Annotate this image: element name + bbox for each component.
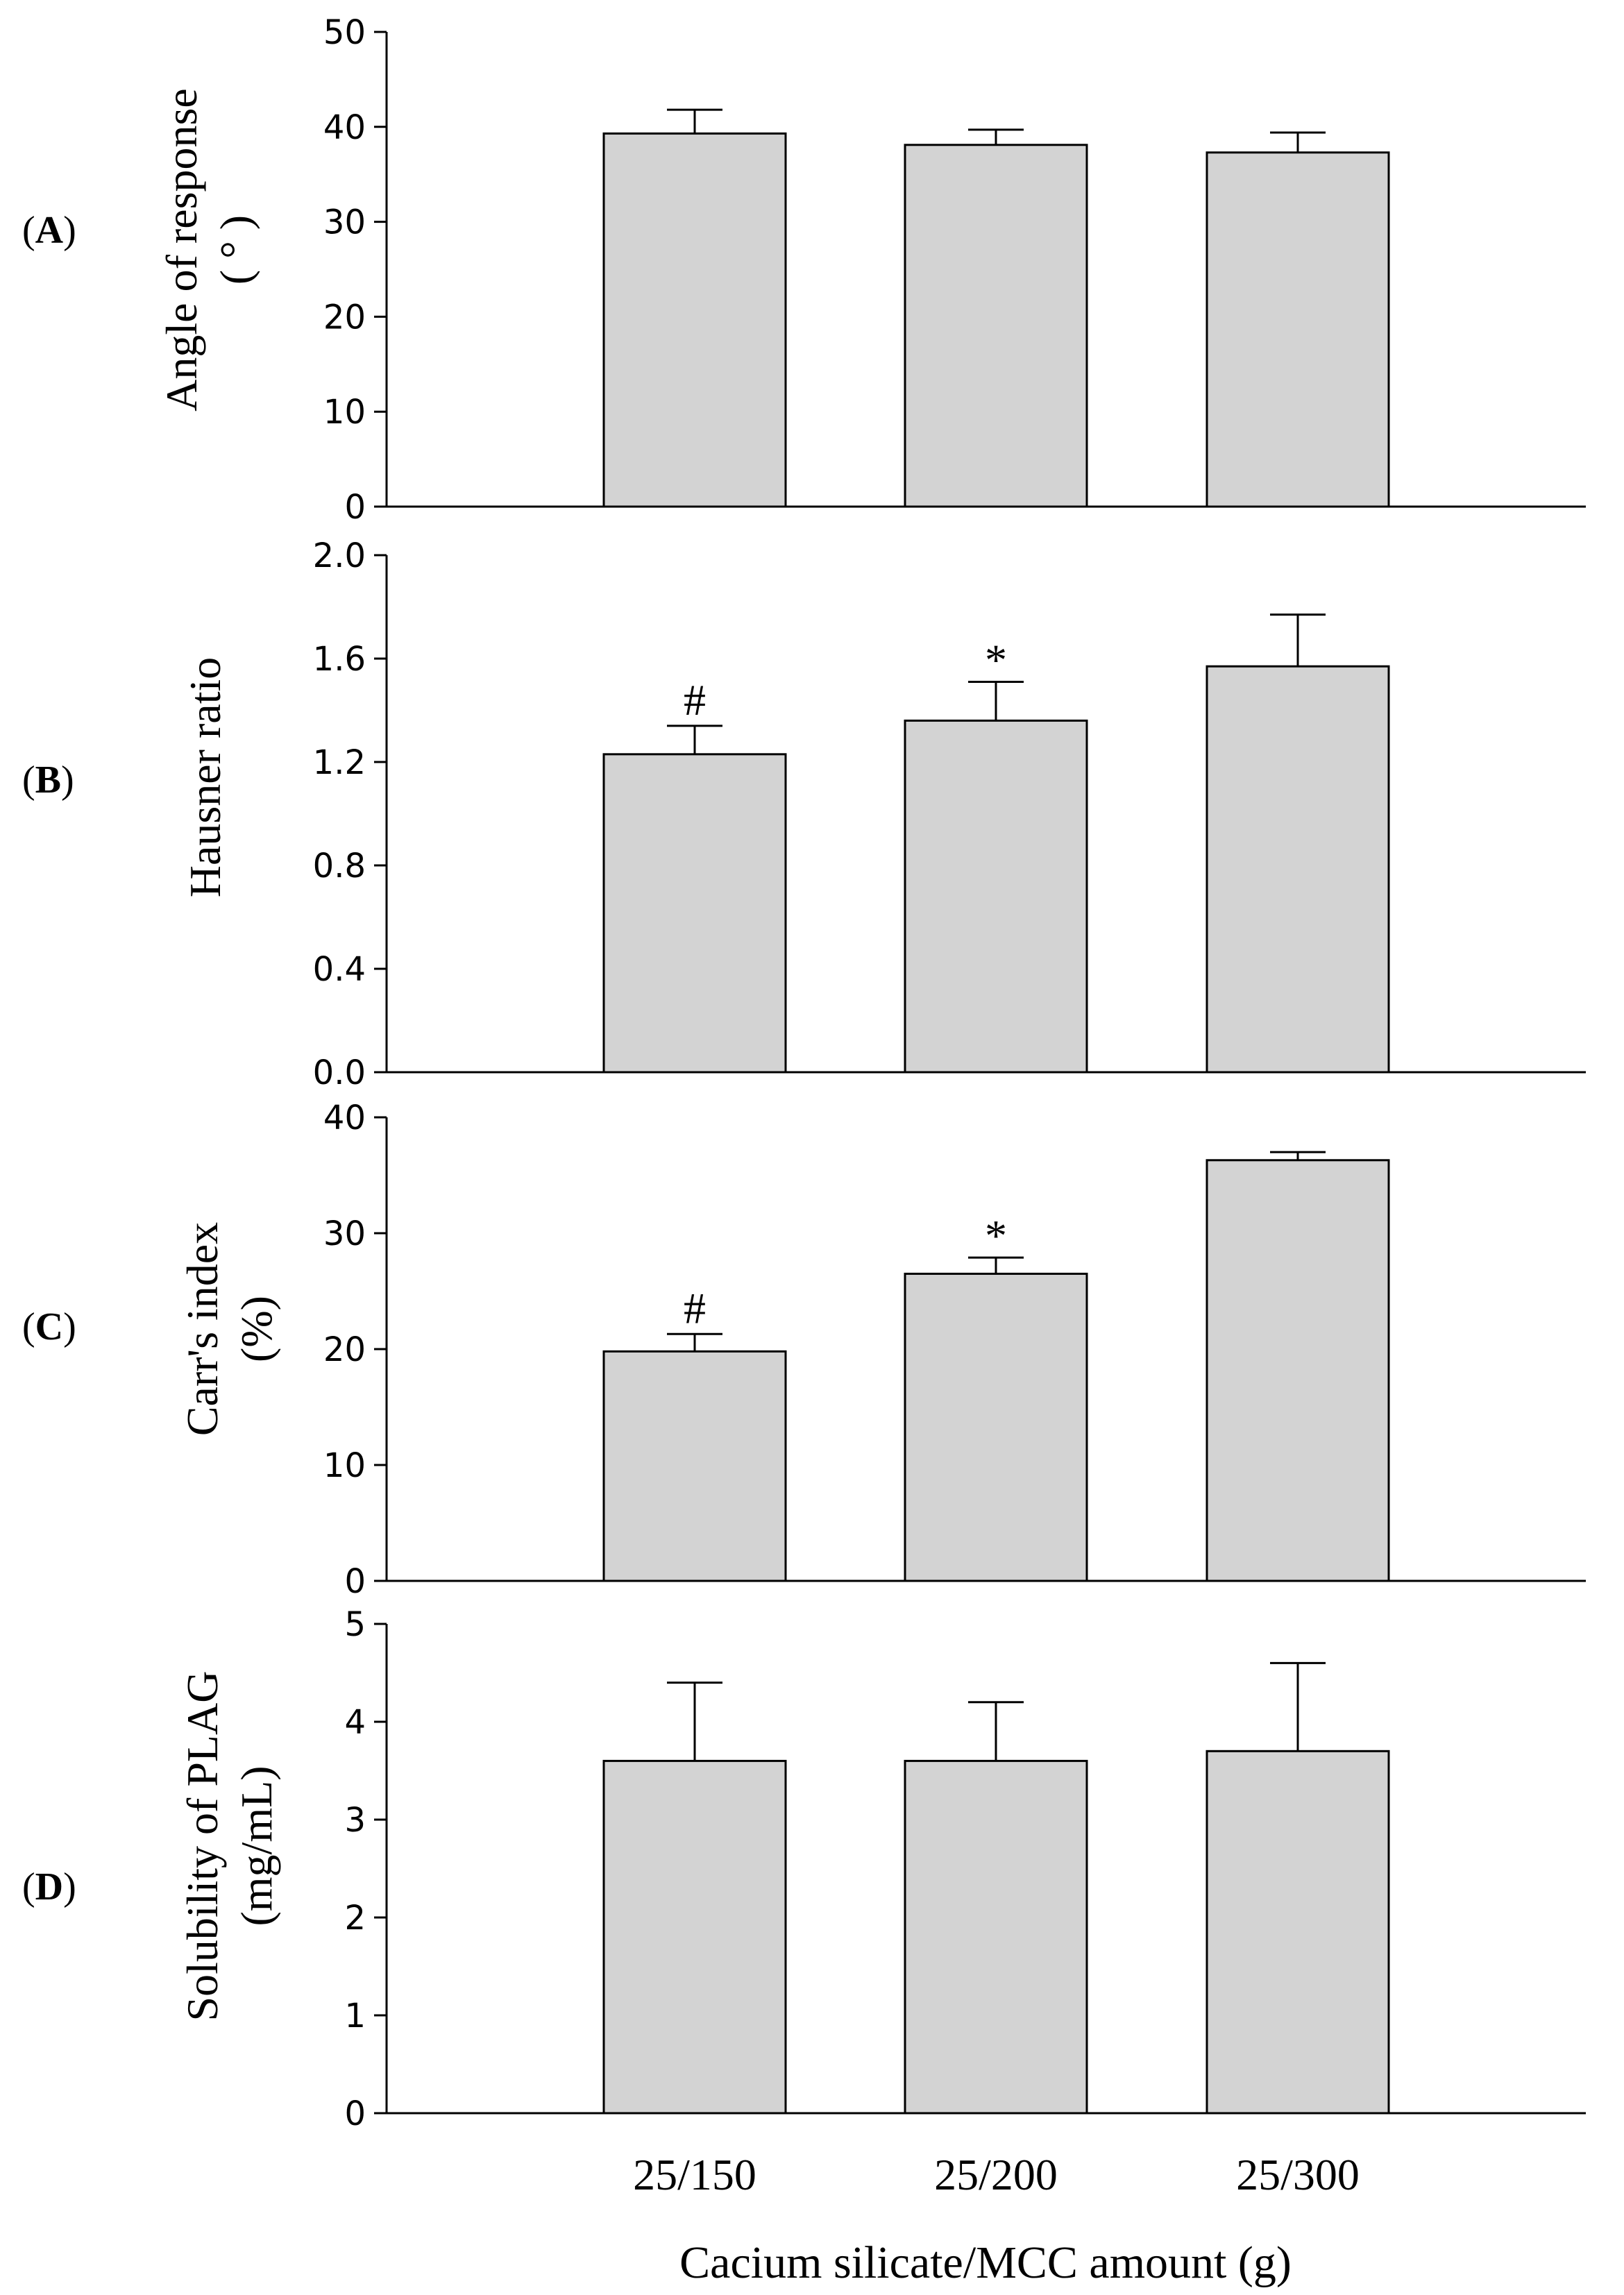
panel-d-y-axis-label: (mg/mL) [232, 1765, 281, 1926]
panel-d-y-tick-label: 1 [344, 1997, 366, 2035]
panel-b-y-tick-label: 1.2 [313, 743, 366, 782]
panel-b-bar-25-300 [1206, 665, 1390, 1074]
panel-a-label: (A) [22, 209, 76, 252]
panel-b-y-axis-label: Hausner ratio [180, 657, 230, 898]
panel-a-y-axis-label: Angle of response [157, 88, 206, 412]
panel-c-bar-25-300 [1206, 1159, 1390, 1582]
panel-b-y-tick-label: 0.0 [313, 1053, 366, 1092]
panel-d-bar-25-200 [904, 1759, 1088, 2115]
panel-c-label: (C) [22, 1305, 76, 1348]
panel-c-y-tick-label: 0 [344, 1562, 366, 1601]
panel-d-bar-25-150 [602, 1759, 787, 2115]
panel-b-y-tick-label: 0.4 [313, 950, 366, 989]
panel-d-y-tick-label: 4 [344, 1703, 366, 1742]
panel-d-y-tick-label: 3 [344, 1801, 366, 1840]
panel-d-y-axis-label: Solubility of PLAG [178, 1671, 227, 2022]
panel-d-y-tick-label: 2 [344, 1899, 366, 1938]
panel-c-y-axis-label: Carr's index [178, 1222, 227, 1436]
panel-b-label: (B) [22, 759, 74, 802]
panel-d-bar-25-300 [1206, 1750, 1390, 2115]
panel-b-significance-marker: # [684, 675, 706, 725]
panel-c-bar-25-200 [904, 1272, 1088, 1582]
panel-b-bar-25-150 [602, 753, 787, 1074]
x-category-label: 25/150 [633, 2150, 756, 2199]
panel-c-bar-25-150 [602, 1350, 787, 1582]
panel-c-y-tick-label: 10 [323, 1446, 366, 1485]
panel-d-label: (D) [22, 1865, 76, 1908]
panel-b-bar-25-200 [904, 719, 1088, 1074]
panel-a-y-tick-label: 50 [323, 13, 366, 52]
panel-a-y-tick-label: 40 [323, 108, 366, 147]
panel-a-y-tick-label: 30 [323, 203, 366, 242]
panel-c-y-tick-label: 30 [323, 1214, 366, 1253]
panel-a-y-axis-label: ( ° ) [211, 215, 260, 285]
x-category-label: 25/200 [934, 2150, 1058, 2199]
panel-a-bar-25-200 [904, 144, 1088, 508]
x-axis-title: Cacium silicate/MCC amount (g) [679, 2237, 1292, 2288]
panel-c-y-axis-label: (%) [232, 1296, 281, 1362]
panel-c-y-tick-label: 40 [323, 1099, 366, 1137]
panel-a-bar-25-150 [602, 132, 787, 508]
x-category-label: 25/300 [1236, 2150, 1360, 2199]
panel-b-y-tick-label: 0.8 [313, 847, 366, 886]
panel-a-y-tick-label: 20 [323, 298, 366, 337]
panel-c-y-tick-label: 20 [323, 1330, 366, 1369]
panel-c-significance-marker: * [985, 1211, 1007, 1260]
panel-a-bar-25-300 [1206, 151, 1390, 508]
panel-c-significance-marker: # [684, 1283, 706, 1332]
panel-a-y-tick-label: 10 [323, 393, 366, 432]
panel-a-y-tick-label: 0 [344, 488, 366, 527]
panel-d-y-tick-label: 0 [344, 2094, 366, 2133]
panel-b-y-tick-label: 1.6 [313, 640, 366, 679]
panel-d-y-tick-label: 5 [344, 1605, 366, 1644]
panel-b-significance-marker: * [985, 636, 1007, 685]
panel-b-y-tick-label: 2.0 [313, 536, 366, 575]
